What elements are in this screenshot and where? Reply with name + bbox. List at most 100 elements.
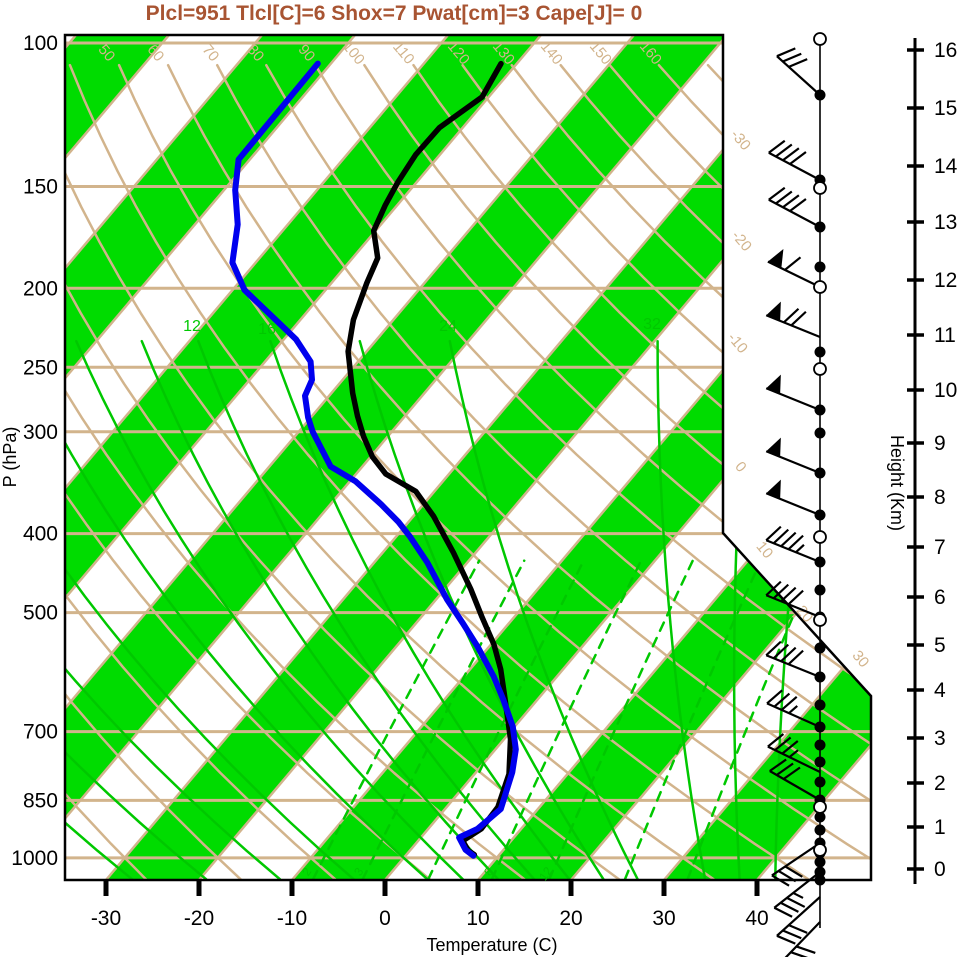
wind-level-dot bbox=[814, 824, 826, 836]
wind-level-dot bbox=[814, 467, 826, 479]
svg-text:8: 8 bbox=[934, 486, 946, 509]
wind-barb bbox=[765, 437, 821, 475]
wind-level-dot bbox=[814, 404, 826, 416]
wind-level-dot bbox=[814, 584, 826, 596]
svg-text:15: 15 bbox=[934, 97, 957, 120]
dewpoint-curve bbox=[229, 60, 519, 859]
wind-barb bbox=[767, 733, 821, 773]
wind-barb bbox=[765, 580, 821, 619]
wind-barb bbox=[765, 479, 821, 517]
wind-level-dot bbox=[814, 427, 826, 439]
svg-text:1: 1 bbox=[934, 816, 946, 839]
svg-text:300: 300 bbox=[23, 421, 58, 444]
wind-level-dot bbox=[814, 671, 826, 683]
svg-text:4: 4 bbox=[934, 679, 946, 702]
wind-level-dot bbox=[814, 866, 826, 878]
wind-level-dot bbox=[814, 739, 826, 751]
svg-text:16: 16 bbox=[934, 39, 957, 62]
wind-level-open-circle bbox=[813, 32, 827, 46]
wind-barb bbox=[771, 842, 821, 887]
wind-level-dot bbox=[814, 856, 826, 868]
wind-level-dot bbox=[814, 556, 826, 568]
wind-level-dot bbox=[814, 89, 826, 101]
wind-level-dot bbox=[814, 221, 826, 233]
height-axis-title: Height (Km) bbox=[887, 435, 907, 531]
svg-text:-20: -20 bbox=[184, 907, 214, 930]
wind-barb bbox=[765, 301, 821, 339]
wind-barb bbox=[765, 640, 821, 679]
wind-barb bbox=[776, 47, 821, 96]
wind-level-dot bbox=[814, 699, 826, 711]
wind-barb bbox=[767, 248, 821, 288]
svg-text:150: 150 bbox=[23, 175, 58, 198]
wind-barb bbox=[766, 689, 821, 729]
wind-barb bbox=[776, 896, 821, 945]
svg-text:250: 250 bbox=[23, 356, 58, 379]
wind-barb bbox=[769, 758, 821, 801]
svg-text:-30: -30 bbox=[727, 126, 754, 154]
wind-barb bbox=[768, 186, 821, 228]
svg-text:10: 10 bbox=[466, 907, 489, 930]
svg-text:500: 500 bbox=[23, 602, 58, 625]
svg-text:0: 0 bbox=[731, 458, 749, 475]
wind-level-open-circle bbox=[813, 843, 827, 857]
svg-text:850: 850 bbox=[23, 789, 58, 812]
svg-text:7: 7 bbox=[934, 536, 946, 559]
svg-text:-20: -20 bbox=[728, 227, 755, 255]
wind-barb bbox=[768, 139, 821, 181]
wind-level-open-circle bbox=[813, 800, 827, 814]
svg-text:2: 2 bbox=[934, 772, 946, 795]
wind-level-open-circle bbox=[813, 613, 827, 627]
svg-text:0: 0 bbox=[379, 907, 391, 930]
svg-text:1000: 1000 bbox=[11, 847, 58, 870]
wind-level-open-circle bbox=[813, 530, 827, 544]
svg-text:14: 14 bbox=[934, 155, 958, 178]
svg-text:9: 9 bbox=[934, 432, 946, 455]
temperature-axis-title: Temperature (C) bbox=[426, 935, 557, 955]
svg-text:30: 30 bbox=[652, 907, 675, 930]
svg-text:12: 12 bbox=[183, 318, 201, 335]
wind-barb bbox=[765, 374, 821, 412]
svg-text:200: 200 bbox=[23, 277, 58, 300]
svg-text:100: 100 bbox=[23, 32, 58, 55]
svg-text:24: 24 bbox=[439, 318, 457, 335]
mixing-ratio-lines bbox=[311, 559, 818, 880]
svg-text:70: 70 bbox=[199, 41, 223, 65]
temperature-axis: -30 -20 -10 0 10 20 30 40 Temperature (C) bbox=[91, 881, 769, 955]
svg-text:-10: -10 bbox=[277, 907, 307, 930]
wind-level-dot bbox=[814, 642, 826, 654]
pressure-axis-title: P (hPa) bbox=[0, 427, 20, 488]
wind-barb bbox=[765, 525, 821, 564]
svg-text:10: 10 bbox=[934, 379, 957, 402]
svg-text:30: 30 bbox=[849, 647, 873, 671]
svg-text:6: 6 bbox=[934, 586, 946, 609]
wind-level-dot bbox=[814, 811, 826, 823]
svg-text:16: 16 bbox=[258, 321, 276, 338]
svg-text:13: 13 bbox=[934, 211, 957, 234]
wind-level-dot bbox=[814, 509, 826, 521]
wind-level-dot bbox=[814, 261, 826, 273]
svg-text:12: 12 bbox=[934, 269, 957, 292]
svg-text:-10: -10 bbox=[724, 329, 751, 357]
svg-text:5: 5 bbox=[934, 634, 946, 657]
svg-text:0: 0 bbox=[934, 858, 946, 881]
chart-title: Plcl=951 Tlcl[C]=6 Shox=7 Pwat[cm]=3 Cap… bbox=[145, 2, 643, 25]
wind-level-open-circle bbox=[813, 181, 827, 195]
wind-level-open-circle bbox=[813, 280, 827, 294]
svg-text:40: 40 bbox=[745, 907, 768, 930]
svg-text:32: 32 bbox=[643, 316, 661, 333]
svg-text:-30: -30 bbox=[91, 907, 121, 930]
wind-level-dot bbox=[814, 346, 826, 358]
wind-level-dot bbox=[814, 721, 826, 733]
moist-adiabats bbox=[65, 339, 818, 880]
wind-barb-column bbox=[765, 32, 827, 957]
wind-level-dot bbox=[814, 776, 826, 788]
svg-text:20: 20 bbox=[559, 907, 582, 930]
wind-level-open-circle bbox=[813, 362, 827, 376]
plot-frame bbox=[63, 33, 873, 882]
pressure-axis: 100 150 200 250 300 400 500 700 850 1000 P (hPa) bbox=[0, 32, 58, 870]
moist-adiabat-labels: 12 16 24 32 bbox=[183, 316, 661, 338]
